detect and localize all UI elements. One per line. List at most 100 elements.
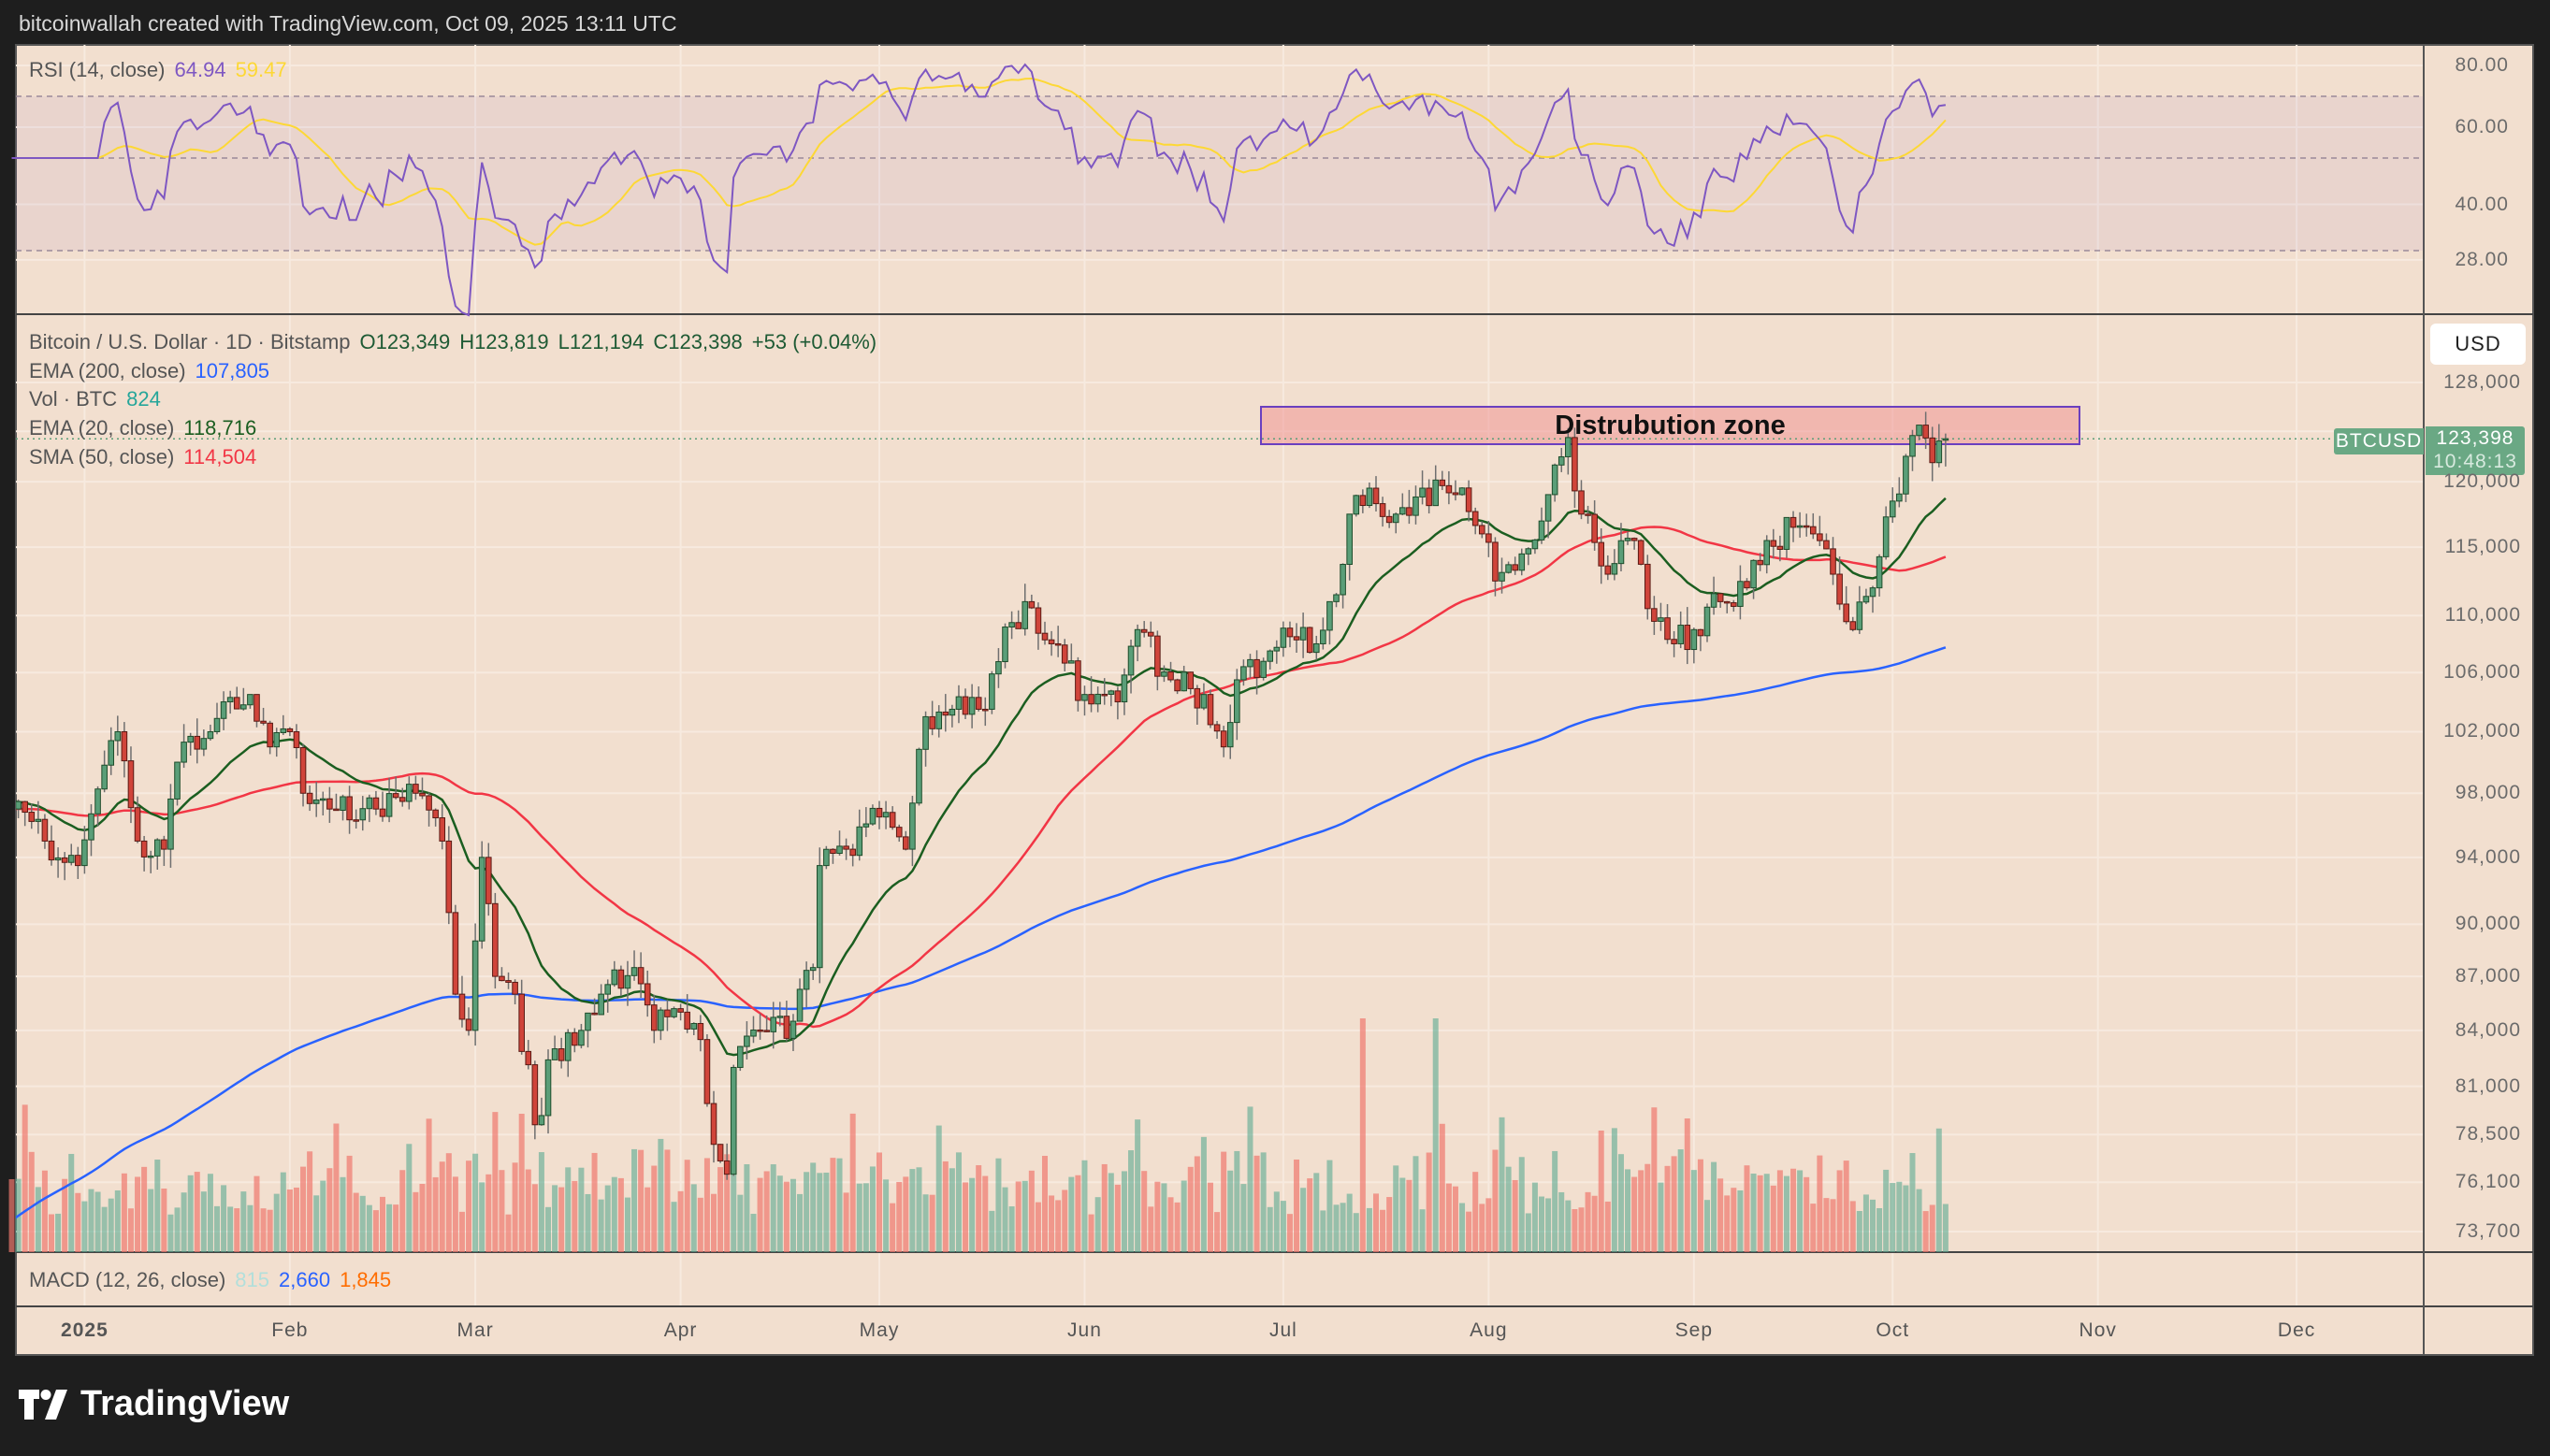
volume-bar [353, 1192, 359, 1252]
candle-body [1445, 484, 1453, 494]
volume-bar [472, 1153, 479, 1252]
candle [452, 904, 459, 996]
candle-body [962, 696, 969, 715]
volume-bar [1234, 1150, 1240, 1252]
candle [1717, 593, 1724, 608]
volume-bar [1870, 1199, 1876, 1252]
candle [432, 808, 439, 827]
volume-bar [499, 1170, 505, 1252]
candle [9, 801, 15, 810]
candle-body [684, 1011, 690, 1030]
volume-bar [1294, 1159, 1300, 1252]
sma50-line [16, 526, 1947, 1029]
candle [1789, 511, 1797, 542]
candle [1247, 654, 1253, 679]
price-axis-label: 84,000 [2455, 1018, 2521, 1041]
volume-bar [1830, 1199, 1836, 1252]
candle [1783, 516, 1790, 558]
candle-body [233, 697, 240, 710]
volume-bar [604, 1185, 611, 1252]
volume-bar [1929, 1204, 1935, 1252]
volume-bar [1445, 1183, 1452, 1252]
volume-bar [1479, 1204, 1485, 1252]
candle-body [578, 1030, 585, 1046]
distribution-zone-label[interactable]: Distrubution zone [1555, 411, 1786, 440]
candle [1531, 539, 1539, 555]
volume-bar [1208, 1182, 1213, 1252]
candle-body [312, 799, 320, 804]
candle [763, 1015, 770, 1032]
volume-bar [552, 1185, 558, 1252]
candle [1048, 630, 1055, 656]
volume-bar [372, 1210, 379, 1252]
volume-bar [1094, 1197, 1101, 1252]
rsi-axis-label: 60.00 [2455, 116, 2509, 137]
tradingview-logo[interactable]: TradingView [19, 1384, 289, 1424]
candle [108, 727, 115, 775]
volume-series [8, 1018, 1949, 1252]
volume-bar [1843, 1160, 1849, 1252]
candle [1757, 553, 1763, 571]
candle [1220, 726, 1227, 757]
candle [1830, 537, 1836, 585]
candle [1114, 686, 1122, 720]
sma50-legend[interactable]: SMA (50, close) 114,504 [29, 445, 266, 469]
candle-body [1234, 679, 1240, 724]
candle-body [1379, 503, 1386, 517]
candle-body [624, 974, 631, 989]
open-value: O123,349 [359, 330, 451, 353]
candle [465, 1007, 472, 1036]
currency-button[interactable]: USD [2430, 324, 2526, 365]
volume-bar [1240, 1184, 1247, 1252]
candle [88, 804, 94, 857]
candle-body [1226, 722, 1234, 748]
macd-legend[interactable]: MACD (12, 26, close) 815 2,660 1,845 [29, 1268, 400, 1292]
candle-body [975, 697, 982, 710]
candle [1916, 425, 1922, 440]
candle-body [1181, 671, 1187, 692]
candle [1471, 507, 1479, 535]
volume-legend[interactable]: Vol · BTC 824 [29, 387, 170, 411]
candle-body [1624, 538, 1631, 541]
candle [658, 1007, 664, 1041]
ema20-legend[interactable]: EMA (20, close) 118,716 [29, 416, 266, 440]
ema200-legend[interactable]: EMA (200, close) 107,805 [29, 359, 279, 383]
candle [1385, 510, 1393, 528]
candle [1267, 649, 1274, 670]
candle [903, 830, 909, 851]
candle-body [299, 746, 307, 794]
candle-body [1253, 658, 1260, 678]
candle [147, 850, 154, 873]
time-axis-label: Aug [1470, 1319, 1508, 1341]
candle [776, 1002, 784, 1027]
volume-bar [631, 1148, 638, 1252]
candle [1492, 537, 1499, 597]
candle-body [518, 993, 525, 1052]
volume-bar [890, 1203, 896, 1252]
candle [975, 686, 982, 712]
candle [1551, 463, 1558, 502]
candle-body [439, 817, 446, 842]
candle-body [1572, 437, 1578, 492]
candle-body [1611, 563, 1618, 575]
candle [1896, 477, 1903, 508]
candle-body [492, 902, 499, 977]
candle-body [598, 993, 604, 1016]
time-axis-label: Sep [1674, 1319, 1714, 1341]
candle [862, 807, 870, 838]
candle [1432, 465, 1440, 507]
candle-body [1008, 622, 1015, 628]
volume-bar [1055, 1200, 1062, 1252]
volume-bar [68, 1153, 75, 1252]
candle [333, 793, 340, 812]
candle-body [1817, 533, 1823, 541]
candle [1624, 531, 1631, 545]
symbol-title[interactable]: Bitcoin / U.S. Dollar · 1D · Bitstamp [29, 330, 351, 353]
candle-body [167, 798, 174, 850]
candle-body [1240, 666, 1247, 681]
candle [233, 686, 240, 710]
candle [293, 724, 300, 759]
time-axis-label: May [859, 1319, 900, 1341]
volume-bar [1697, 1159, 1703, 1252]
